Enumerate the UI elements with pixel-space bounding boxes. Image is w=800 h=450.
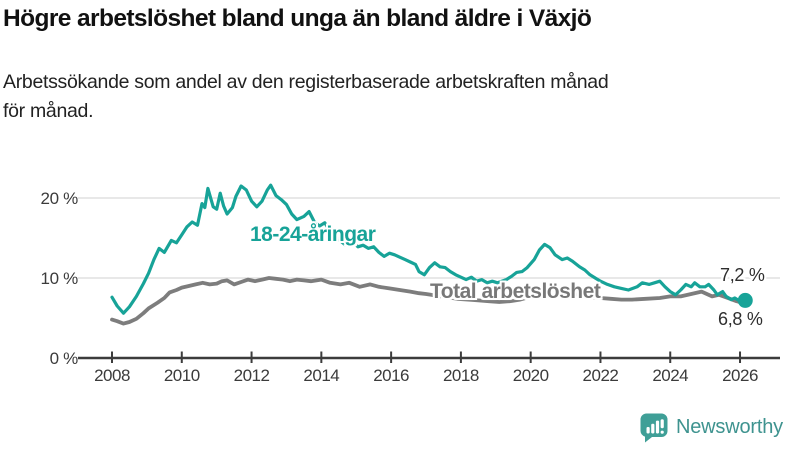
x-tick-label-2024: 2024	[652, 366, 689, 385]
series-label-18-24: 18-24-åringar	[250, 223, 376, 246]
x-axis-ticks	[111, 351, 742, 363]
series-line-18-24	[110, 183, 747, 315]
series-line-total	[110, 276, 748, 326]
y-tick-label-10: 10 %	[40, 269, 78, 288]
subtitle-line-1: Arbetssökande som andel av den registerb…	[3, 71, 609, 93]
chart-subtitle: Arbetssökande som andel av den registerb…	[3, 68, 783, 126]
x-tick-label-2008: 2008	[94, 366, 130, 385]
x-tick-label-2022: 2022	[582, 366, 619, 385]
x-tick-label-2026: 2026	[722, 366, 758, 385]
newsworthy-logo[interactable]: Newsworthy	[639, 412, 783, 443]
subtitle-line-2: för månad.	[3, 100, 94, 122]
gridlines	[78, 197, 780, 279]
x-tick-label-2018: 2018	[442, 366, 479, 385]
x-tick-label-2012: 2012	[233, 366, 270, 385]
end-value-label-total: 6,8 %	[718, 309, 763, 329]
bar-chart-speech-bubble-icon	[640, 413, 668, 443]
series-label-total: Total arbetslöshet	[430, 280, 601, 303]
page-title: Högre arbetslöshet bland unga än bland ä…	[3, 5, 592, 32]
x-tick-label-2010: 2010	[163, 366, 200, 385]
end-value-label-young: 7,2 %	[720, 265, 765, 285]
y-tick-label-20: 20 %	[40, 189, 78, 208]
newsworthy-wordmark: Newsworthy	[676, 416, 783, 438]
x-tick-label-2016: 2016	[373, 366, 410, 385]
x-tick-label-2020: 2020	[512, 366, 549, 385]
series-end-dot	[737, 292, 753, 308]
x-tick-label-2014: 2014	[303, 366, 340, 385]
y-tick-label-0: 0 %	[49, 349, 79, 368]
